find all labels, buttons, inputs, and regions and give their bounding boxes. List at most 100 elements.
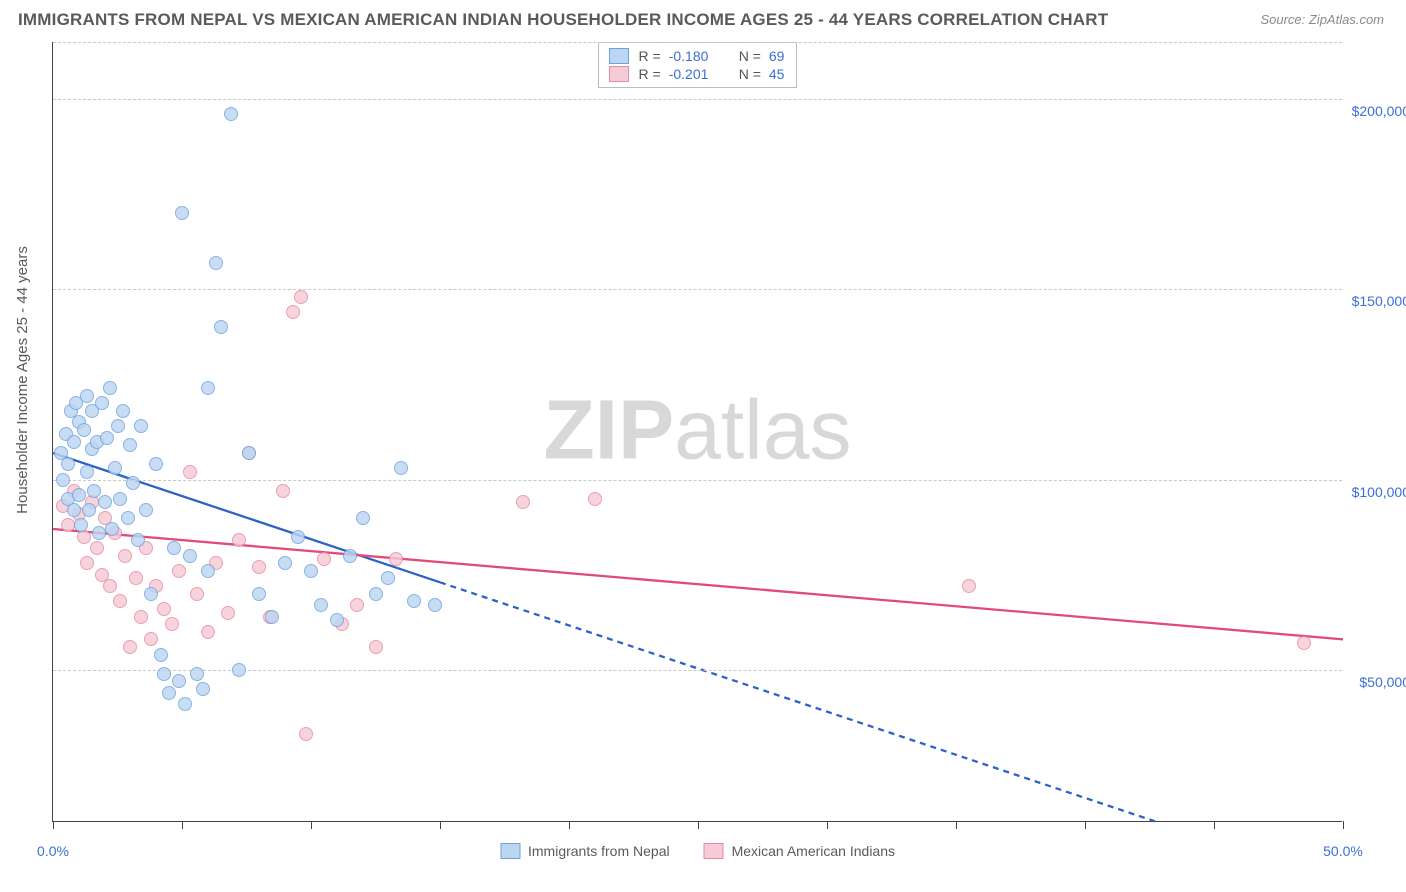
data-point	[317, 552, 331, 566]
data-point	[67, 503, 81, 517]
watermark-bold: ZIP	[543, 382, 674, 476]
data-point	[588, 492, 602, 506]
data-point	[232, 533, 246, 547]
data-point	[350, 598, 364, 612]
data-point	[167, 541, 181, 555]
data-point	[294, 290, 308, 304]
data-point	[201, 625, 215, 639]
legend-label-b: Mexican American Indians	[732, 843, 895, 859]
data-point	[369, 640, 383, 654]
data-point	[103, 579, 117, 593]
r-label: R =	[639, 66, 661, 82]
data-point	[178, 697, 192, 711]
swatch-a-icon	[500, 843, 520, 859]
data-point	[343, 549, 357, 563]
data-point	[265, 610, 279, 624]
y-tick-label: $200,000	[1330, 103, 1406, 119]
data-point	[381, 571, 395, 585]
data-point	[72, 488, 86, 502]
data-point	[172, 674, 186, 688]
data-point	[139, 503, 153, 517]
r-value-b: -0.201	[669, 66, 725, 82]
data-point	[82, 503, 96, 517]
data-point	[962, 579, 976, 593]
n-value-a: 69	[769, 48, 785, 64]
data-point	[100, 431, 114, 445]
x-tick-label: 50.0%	[1323, 843, 1363, 859]
data-point	[356, 511, 370, 525]
data-point	[56, 473, 70, 487]
data-point	[131, 533, 145, 547]
data-point	[291, 530, 305, 544]
swatch-b-icon	[704, 843, 724, 859]
source-label: Source: ZipAtlas.com	[1260, 12, 1384, 27]
legend-top-row-b: R = -0.201 N = 45	[609, 65, 785, 83]
y-axis-label: Householder Income Ages 25 - 44 years	[14, 246, 31, 514]
x-tick-label: 0.0%	[37, 843, 69, 859]
legend-label-a: Immigrants from Nepal	[528, 843, 670, 859]
data-point	[118, 549, 132, 563]
chart-title: IMMIGRANTS FROM NEPAL VS MEXICAN AMERICA…	[18, 10, 1108, 30]
swatch-a	[609, 48, 629, 64]
data-point	[299, 727, 313, 741]
data-point	[304, 564, 318, 578]
data-point	[108, 461, 122, 475]
data-point	[389, 552, 403, 566]
data-point	[67, 435, 81, 449]
legend-bottom: Immigrants from Nepal Mexican American I…	[500, 843, 895, 859]
data-point	[183, 465, 197, 479]
data-point	[330, 613, 344, 627]
r-label: R =	[639, 48, 661, 64]
data-point	[90, 541, 104, 555]
data-point	[87, 484, 101, 498]
data-point	[214, 320, 228, 334]
legend-top-row-a: R = -0.180 N = 69	[609, 47, 785, 65]
data-point	[252, 560, 266, 574]
data-point	[190, 587, 204, 601]
legend-top: R = -0.180 N = 69 R = -0.201 N = 45	[598, 42, 798, 88]
data-point	[154, 648, 168, 662]
data-point	[201, 381, 215, 395]
data-point	[369, 587, 383, 601]
data-point	[134, 419, 148, 433]
data-point	[74, 518, 88, 532]
data-point	[103, 381, 117, 395]
data-point	[394, 461, 408, 475]
data-point	[221, 606, 235, 620]
data-point	[209, 256, 223, 270]
data-point	[80, 389, 94, 403]
data-point	[80, 556, 94, 570]
watermark-rest: atlas	[674, 382, 851, 476]
data-point	[126, 476, 140, 490]
data-point	[123, 438, 137, 452]
data-point	[278, 556, 292, 570]
data-point	[276, 484, 290, 498]
y-tick-label: $100,000	[1330, 484, 1406, 500]
n-value-b: 45	[769, 66, 785, 82]
data-point	[116, 404, 130, 418]
data-point	[149, 457, 163, 471]
data-point	[92, 526, 106, 540]
data-point	[123, 640, 137, 654]
data-point	[196, 682, 210, 696]
n-label: N =	[739, 48, 761, 64]
data-point	[242, 446, 256, 460]
legend-bottom-item-a: Immigrants from Nepal	[500, 843, 670, 859]
data-point	[95, 396, 109, 410]
data-point	[516, 495, 530, 509]
data-point	[286, 305, 300, 319]
data-point	[98, 495, 112, 509]
data-point	[190, 667, 204, 681]
data-point	[113, 594, 127, 608]
data-point	[183, 549, 197, 563]
data-point	[201, 564, 215, 578]
data-point	[165, 617, 179, 631]
watermark: ZIPatlas	[543, 381, 851, 478]
y-tick-label: $150,000	[1330, 293, 1406, 309]
data-point	[175, 206, 189, 220]
data-point	[105, 522, 119, 536]
data-point	[134, 610, 148, 624]
data-point	[61, 518, 75, 532]
data-point	[144, 587, 158, 601]
data-point	[314, 598, 328, 612]
